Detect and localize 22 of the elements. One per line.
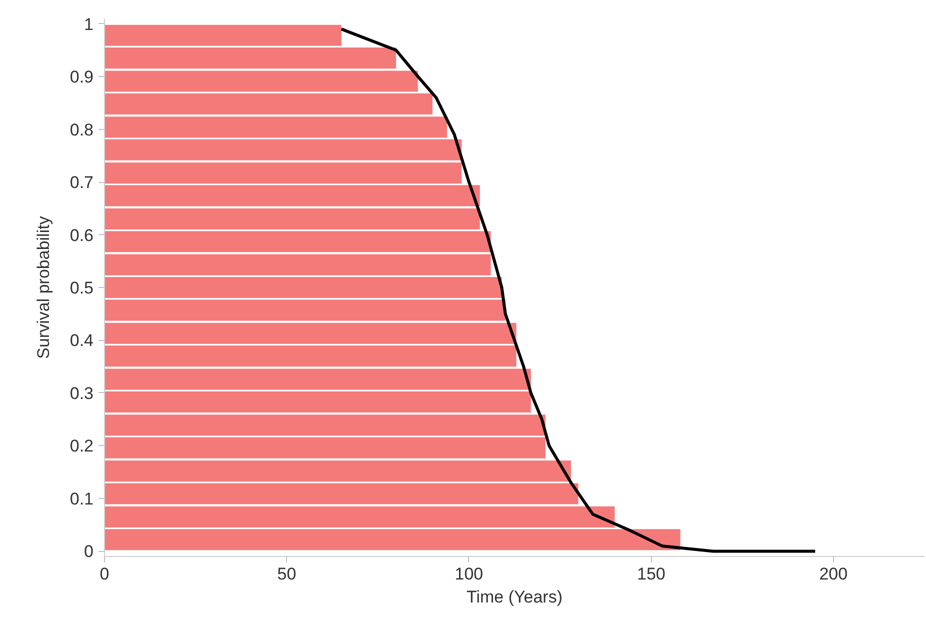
x-tick-label: 0 <box>100 564 110 584</box>
x-tick-label: 100 <box>454 564 484 584</box>
bar <box>104 116 448 138</box>
y-tick-label: 0 <box>84 542 94 562</box>
y-tick-label: 0.5 <box>70 278 94 298</box>
y-tick-label: 0.6 <box>70 226 94 245</box>
y-tick-label: 0.2 <box>70 436 94 456</box>
x-tick-label: 50 <box>277 564 296 584</box>
y-tick-label: 1 <box>84 14 94 34</box>
bar <box>104 139 462 160</box>
y-tick-label: 0.1 <box>70 489 94 508</box>
y-axis-title: Survival probability <box>34 216 53 359</box>
y-tick-label: 0.4 <box>70 331 94 350</box>
x-axis-title: Time (Years) <box>466 588 563 606</box>
bar <box>104 437 546 458</box>
x-tick-label: 150 <box>636 564 666 584</box>
y-tick-label: 0.3 <box>70 384 94 403</box>
bar <box>104 414 546 436</box>
y-tick-label: 0.7 <box>70 173 94 192</box>
y-tick-label: 0.9 <box>70 68 94 87</box>
x-tick-label: 200 <box>819 564 848 584</box>
y-tick-label: 0.8 <box>70 120 94 140</box>
